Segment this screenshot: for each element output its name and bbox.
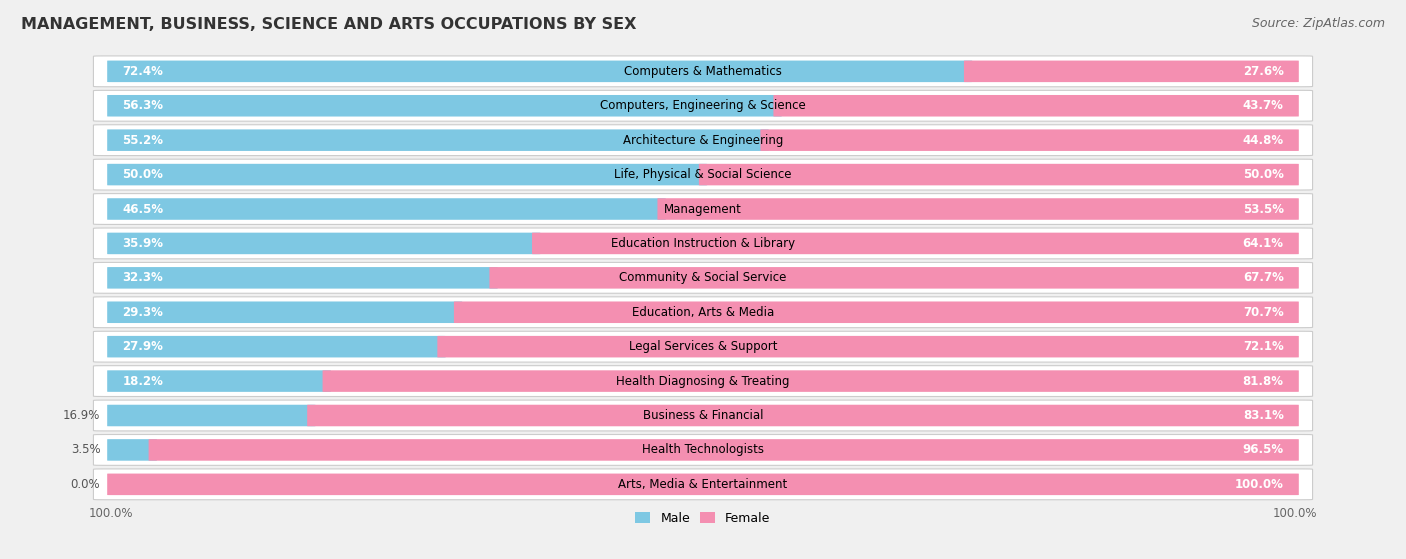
Text: 55.2%: 55.2% xyxy=(122,134,163,146)
Text: 72.1%: 72.1% xyxy=(1243,340,1284,353)
Text: 100.0%: 100.0% xyxy=(1272,506,1317,519)
FancyBboxPatch shape xyxy=(93,56,1313,87)
FancyBboxPatch shape xyxy=(107,60,972,82)
Text: Legal Services & Support: Legal Services & Support xyxy=(628,340,778,353)
Text: Arts, Media & Entertainment: Arts, Media & Entertainment xyxy=(619,478,787,491)
FancyBboxPatch shape xyxy=(93,159,1313,190)
Text: Source: ZipAtlas.com: Source: ZipAtlas.com xyxy=(1251,17,1385,30)
FancyBboxPatch shape xyxy=(93,297,1313,328)
Text: 27.6%: 27.6% xyxy=(1243,65,1284,78)
Text: Community & Social Service: Community & Social Service xyxy=(619,271,787,285)
FancyBboxPatch shape xyxy=(107,439,157,461)
FancyBboxPatch shape xyxy=(93,91,1313,121)
FancyBboxPatch shape xyxy=(107,198,665,220)
Text: 29.3%: 29.3% xyxy=(122,306,163,319)
Text: 70.7%: 70.7% xyxy=(1243,306,1284,319)
Text: Business & Financial: Business & Financial xyxy=(643,409,763,422)
FancyBboxPatch shape xyxy=(149,439,1299,461)
FancyBboxPatch shape xyxy=(93,262,1313,293)
Text: Education, Arts & Media: Education, Arts & Media xyxy=(631,306,775,319)
FancyBboxPatch shape xyxy=(531,233,1299,254)
Text: Computers, Engineering & Science: Computers, Engineering & Science xyxy=(600,100,806,112)
Text: 27.9%: 27.9% xyxy=(122,340,163,353)
FancyBboxPatch shape xyxy=(761,129,1299,151)
Text: Life, Physical & Social Science: Life, Physical & Social Science xyxy=(614,168,792,181)
FancyBboxPatch shape xyxy=(107,164,707,186)
FancyBboxPatch shape xyxy=(93,400,1313,431)
FancyBboxPatch shape xyxy=(107,370,330,392)
Text: 32.3%: 32.3% xyxy=(122,271,163,285)
FancyBboxPatch shape xyxy=(322,370,1299,392)
FancyBboxPatch shape xyxy=(93,193,1313,224)
Text: 64.1%: 64.1% xyxy=(1243,237,1284,250)
FancyBboxPatch shape xyxy=(307,405,1299,427)
FancyBboxPatch shape xyxy=(93,434,1313,465)
FancyBboxPatch shape xyxy=(107,405,315,427)
Text: 72.4%: 72.4% xyxy=(122,65,163,78)
Legend: Male, Female: Male, Female xyxy=(631,508,775,529)
FancyBboxPatch shape xyxy=(93,331,1313,362)
Text: 53.5%: 53.5% xyxy=(1243,202,1284,216)
Text: 0.0%: 0.0% xyxy=(70,478,100,491)
Text: 56.3%: 56.3% xyxy=(122,100,163,112)
FancyBboxPatch shape xyxy=(107,233,540,254)
FancyBboxPatch shape xyxy=(437,336,1299,357)
Text: 50.0%: 50.0% xyxy=(122,168,163,181)
FancyBboxPatch shape xyxy=(454,301,1299,323)
FancyBboxPatch shape xyxy=(965,60,1299,82)
FancyBboxPatch shape xyxy=(773,95,1299,116)
Text: 44.8%: 44.8% xyxy=(1243,134,1284,146)
Text: 16.9%: 16.9% xyxy=(63,409,100,422)
FancyBboxPatch shape xyxy=(107,95,782,116)
FancyBboxPatch shape xyxy=(93,228,1313,259)
Text: 18.2%: 18.2% xyxy=(122,375,163,387)
Text: 83.1%: 83.1% xyxy=(1243,409,1284,422)
Text: 3.5%: 3.5% xyxy=(70,443,100,456)
Text: Health Diagnosing & Treating: Health Diagnosing & Treating xyxy=(616,375,790,387)
Text: 43.7%: 43.7% xyxy=(1243,100,1284,112)
FancyBboxPatch shape xyxy=(93,469,1313,500)
FancyBboxPatch shape xyxy=(107,267,498,288)
FancyBboxPatch shape xyxy=(93,366,1313,396)
Text: 100.0%: 100.0% xyxy=(1234,478,1284,491)
Text: 100.0%: 100.0% xyxy=(89,506,134,519)
FancyBboxPatch shape xyxy=(489,267,1299,288)
Text: 35.9%: 35.9% xyxy=(122,237,163,250)
FancyBboxPatch shape xyxy=(699,164,1299,186)
Text: Computers & Mathematics: Computers & Mathematics xyxy=(624,65,782,78)
Text: 50.0%: 50.0% xyxy=(1243,168,1284,181)
FancyBboxPatch shape xyxy=(658,198,1299,220)
Text: 67.7%: 67.7% xyxy=(1243,271,1284,285)
Text: MANAGEMENT, BUSINESS, SCIENCE AND ARTS OCCUPATIONS BY SEX: MANAGEMENT, BUSINESS, SCIENCE AND ARTS O… xyxy=(21,17,637,32)
FancyBboxPatch shape xyxy=(107,301,463,323)
Text: Education Instruction & Library: Education Instruction & Library xyxy=(612,237,794,250)
FancyBboxPatch shape xyxy=(107,473,1299,495)
Text: Management: Management xyxy=(664,202,742,216)
Text: 46.5%: 46.5% xyxy=(122,202,163,216)
Text: 96.5%: 96.5% xyxy=(1243,443,1284,456)
FancyBboxPatch shape xyxy=(93,125,1313,155)
Text: 81.8%: 81.8% xyxy=(1243,375,1284,387)
FancyBboxPatch shape xyxy=(107,336,446,357)
Text: Architecture & Engineering: Architecture & Engineering xyxy=(623,134,783,146)
Text: Health Technologists: Health Technologists xyxy=(643,443,763,456)
FancyBboxPatch shape xyxy=(107,129,769,151)
